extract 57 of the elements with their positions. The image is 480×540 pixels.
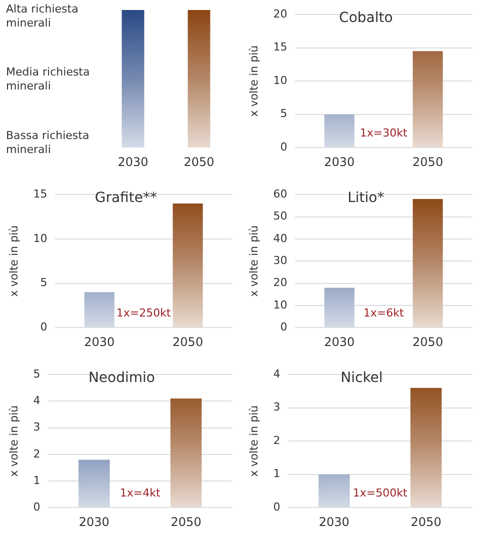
y-tick-label: 15 <box>273 40 288 54</box>
text: Alta richiesta minerali <box>6 2 78 30</box>
x-tick-label: 2030 <box>84 334 115 349</box>
y-tick-label: 15 <box>33 187 48 200</box>
y-tick-label: 2 <box>273 434 280 447</box>
text: Media richiesta minerali <box>6 66 90 93</box>
y-tick-label: 1 <box>273 467 280 480</box>
x-tick-label: 2030 <box>118 154 148 169</box>
y-tick-label: 5 <box>33 367 40 380</box>
y-tick-label: 3 <box>273 400 280 414</box>
x-tick-label: 2050 <box>184 154 214 169</box>
chart-title: Litio* <box>348 190 384 206</box>
y-tick-label: 0 <box>280 320 288 334</box>
x-tick-label: 2030 <box>324 334 355 349</box>
y-tick-label: 0 <box>280 140 288 154</box>
annotation: 1x=500kt <box>352 486 408 500</box>
y-tick-label: 40 <box>273 232 288 245</box>
y-tick-label: 0 <box>273 500 280 514</box>
x-tick-label: 2030 <box>78 514 110 529</box>
chart-title: Grafite** <box>94 190 157 206</box>
x-tick-label: 2030 <box>324 154 355 169</box>
x-tick-label: 2030 <box>318 514 350 529</box>
annotation: 1x=30kt <box>360 126 408 140</box>
chart-title: Cobalto <box>339 10 393 26</box>
x-tick-label: 2050 <box>412 334 444 349</box>
y-tick-label: 4 <box>33 394 40 408</box>
y-tick-label: 4 <box>273 367 280 380</box>
y-axis-title: x volte in più <box>247 45 260 117</box>
y-tick-label: 0 <box>40 320 48 334</box>
y-tick-label: 3 <box>33 420 40 434</box>
y-tick-label: 5 <box>40 276 48 290</box>
y-tick-label: 20 <box>273 276 288 290</box>
x-tick-label: 2050 <box>170 514 202 529</box>
text: Bassa richiesta minerali <box>6 128 90 156</box>
x-tick-label: 2050 <box>172 334 204 349</box>
y-tick-label: 0 <box>33 500 40 514</box>
y-tick-label: 10 <box>33 232 48 245</box>
y-tick-label: 10 <box>273 298 288 312</box>
y-tick-label: 60 <box>273 187 288 200</box>
x-tick-label: 2050 <box>410 514 442 529</box>
chart-title: Neodimio <box>88 370 155 386</box>
annotation: 1x=4kt <box>120 486 161 500</box>
y-axis-title: x volte in più <box>247 405 260 477</box>
y-axis-title: x volte in più <box>247 225 260 297</box>
y-tick-label: 50 <box>273 210 288 223</box>
y-tick-label: 20 <box>273 7 288 20</box>
annotation: 1x=6kt <box>363 306 404 320</box>
x-tick-label: 2050 <box>412 154 444 169</box>
y-tick-label: 30 <box>273 254 288 267</box>
chart-title: Nickel <box>340 370 383 386</box>
y-tick-label: 5 <box>280 107 288 120</box>
y-tick-label: 2 <box>33 447 40 460</box>
y-tick-label: 10 <box>273 74 288 87</box>
y-axis-title: x volte in più <box>7 225 20 297</box>
y-axis-title: x volte in più <box>7 405 20 477</box>
y-tick-label: 1 <box>33 474 40 487</box>
annotation: 1x=250kt <box>116 306 172 320</box>
